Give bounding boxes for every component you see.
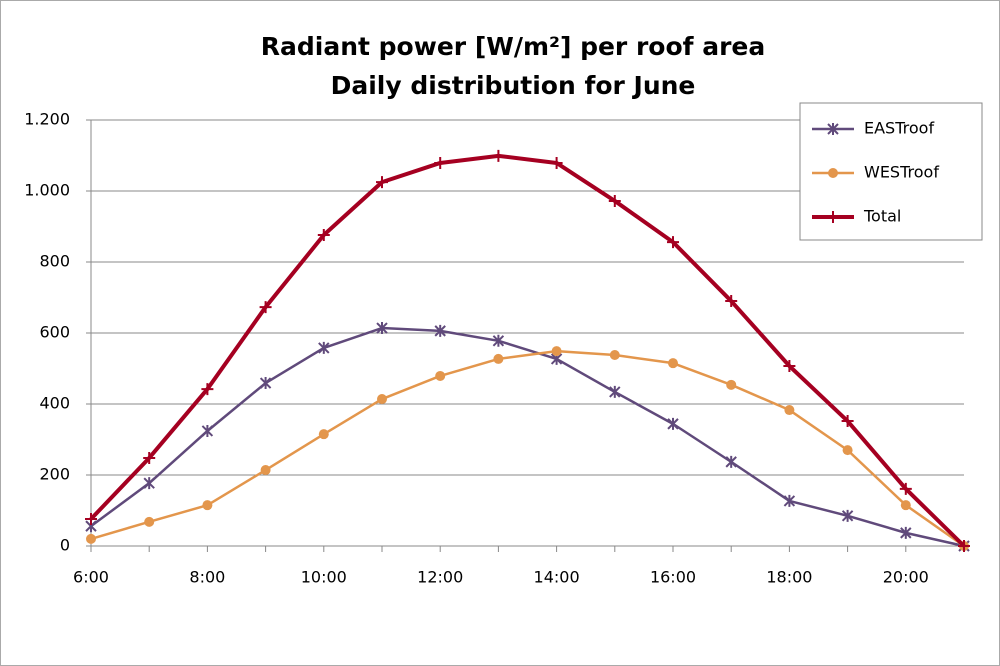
x-tick-label: 10:00 (301, 568, 347, 587)
marker (608, 194, 621, 207)
marker (958, 540, 970, 552)
marker (260, 465, 271, 476)
series-line (90, 349, 965, 548)
marker (85, 513, 97, 526)
marker (783, 360, 796, 373)
marker (841, 415, 854, 428)
marker (900, 526, 912, 539)
marker (144, 516, 155, 527)
y-tick-label: 800 (39, 252, 70, 271)
marker (435, 370, 446, 381)
x-tick-label: 14:00 (534, 568, 580, 587)
marker (143, 451, 156, 464)
marker (726, 379, 737, 390)
marker (377, 394, 387, 405)
chart-title: Radiant power [W/m²] per roof area (261, 32, 766, 61)
marker (841, 509, 854, 522)
y-tick-label: 0 (60, 536, 70, 555)
marker (201, 383, 214, 396)
y-tick-label: 1.000 (24, 181, 70, 200)
x-tick-label: 16:00 (650, 568, 696, 587)
marker (550, 156, 563, 169)
marker (609, 385, 621, 398)
marker (609, 350, 620, 361)
marker (493, 353, 504, 364)
legend-label: Total (863, 207, 901, 226)
series-line (90, 326, 965, 548)
y-tick-label: 1.200 (24, 110, 70, 129)
marker (317, 229, 330, 242)
marker (900, 500, 911, 511)
x-tick-label: 12:00 (417, 568, 463, 587)
marker (492, 149, 505, 162)
legend-label: WESTroof (864, 163, 939, 182)
x-tick-label: 18:00 (766, 568, 812, 587)
marker (318, 341, 330, 354)
marker (86, 533, 96, 544)
marker (434, 156, 447, 169)
marker (318, 429, 329, 440)
marker (668, 358, 678, 369)
marker (259, 377, 272, 390)
series-line (89, 153, 966, 548)
marker (551, 346, 562, 357)
y-tick-label: 400 (39, 394, 70, 413)
marker (376, 322, 388, 335)
x-tick-label: 6:00 (73, 568, 109, 587)
marker (827, 211, 839, 223)
marker (667, 417, 679, 430)
marker (784, 405, 795, 416)
x-tick-label: 8:00 (189, 568, 225, 587)
chart-subtitle: Daily distribution for June (331, 71, 696, 100)
y-tick-label: 200 (39, 465, 70, 484)
y-tick-label: 600 (39, 323, 70, 342)
marker (201, 424, 214, 437)
marker (842, 445, 853, 456)
marker (725, 455, 737, 468)
marker (725, 295, 738, 308)
legend-label: EASTroof (864, 119, 934, 138)
marker (202, 500, 213, 511)
marker (827, 123, 839, 135)
marker (434, 324, 446, 337)
x-tick-label: 20:00 (883, 568, 929, 587)
marker (828, 168, 838, 178)
marker (783, 494, 796, 507)
marker (667, 236, 679, 249)
marker (492, 334, 505, 347)
marker (259, 301, 272, 314)
marker (376, 176, 388, 189)
marker (899, 482, 912, 495)
marker (143, 477, 155, 490)
